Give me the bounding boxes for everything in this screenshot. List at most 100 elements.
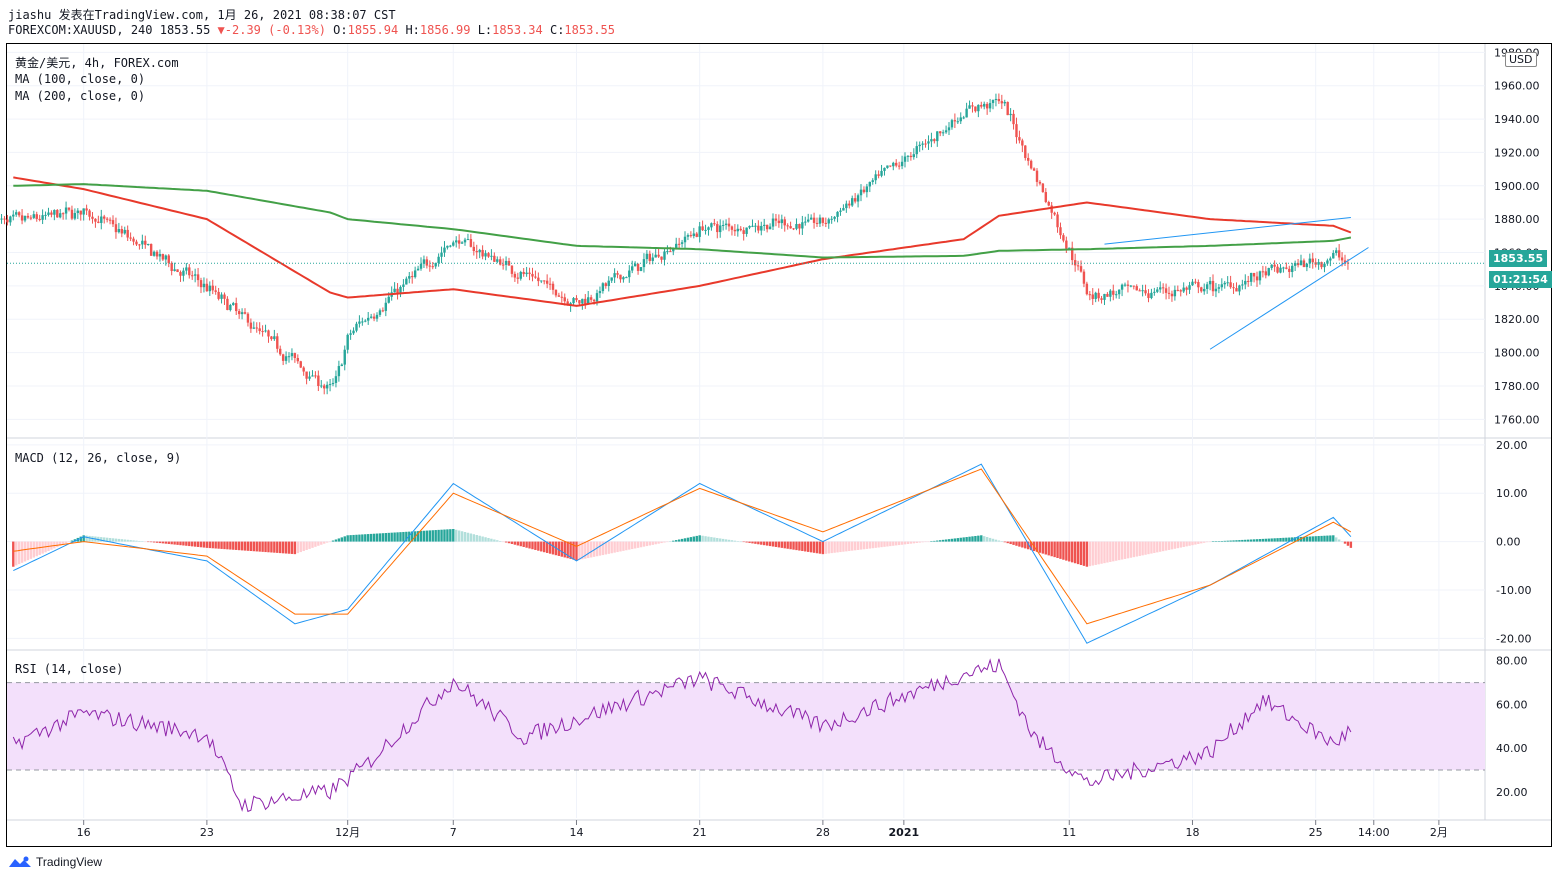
macd-histogram-bar — [443, 529, 446, 542]
macd-histogram-bar — [815, 541, 819, 554]
candle-body — [525, 272, 528, 275]
candle-body — [927, 141, 930, 144]
candle-body — [613, 273, 616, 278]
candle-body — [1073, 260, 1077, 266]
candle-body — [490, 255, 493, 257]
macd-histogram-bar — [962, 537, 965, 542]
macd-histogram-bar — [1302, 536, 1306, 542]
macd-histogram-bar — [1208, 541, 1212, 543]
macd-histogram-bar — [560, 541, 564, 557]
candle-body — [120, 229, 124, 234]
macd-histogram-bar — [1264, 538, 1268, 542]
chart-frame — [6, 43, 1552, 847]
candle-body — [317, 375, 320, 386]
time-tick-label: 16 — [77, 826, 91, 839]
candle-body — [698, 226, 701, 237]
candle-body — [1208, 280, 1212, 285]
price-tick-label: 1880.00 — [1494, 213, 1540, 226]
macd-histogram-bar — [416, 531, 420, 542]
macd-pane — [12, 463, 1353, 644]
macd-histogram-bar — [220, 541, 223, 549]
candle-body — [1332, 252, 1335, 259]
candle-body — [449, 245, 452, 247]
macd-histogram-bar — [839, 541, 842, 553]
ma100-legend[interactable]: MA (100, close, 0) — [15, 72, 146, 86]
high-value: 1856.99 — [419, 23, 471, 37]
macd-histogram-bar — [305, 541, 308, 550]
candle-body — [595, 293, 599, 302]
candle-body — [519, 271, 522, 279]
macd-histogram-bar — [405, 531, 408, 542]
macd-histogram-bar — [249, 541, 253, 552]
candle-body — [675, 243, 678, 248]
macd-legend[interactable]: MACD (12, 26, close, 9) — [15, 451, 182, 465]
candle-body — [1065, 240, 1068, 249]
macd-histogram-bar — [1062, 541, 1065, 560]
macd-histogram-bar — [947, 539, 951, 542]
macd-histogram-bar — [1015, 541, 1018, 546]
candle-body — [528, 272, 531, 274]
ma200-legend[interactable]: MA (200, close, 0) — [15, 89, 146, 103]
signal-line — [13, 468, 1352, 625]
macd-histogram-bar — [361, 534, 364, 542]
candle-body — [880, 170, 883, 176]
candle-body — [364, 320, 367, 322]
candle-body — [416, 268, 420, 271]
rsi-legend[interactable]: RSI (14, close) — [15, 662, 124, 676]
candle-body — [631, 266, 634, 271]
candle-body — [710, 223, 713, 228]
macd-histogram-bar — [79, 536, 82, 542]
macd-histogram-bar — [1197, 541, 1200, 544]
macd-histogram-bar — [126, 539, 129, 542]
candle-body — [1135, 286, 1138, 291]
macd-histogram-bar — [1153, 541, 1156, 553]
macd-histogram-bar — [182, 541, 185, 546]
candle-body — [760, 225, 763, 231]
main-series-legend[interactable]: 黄金/美元, 4h, FOREX.com — [15, 56, 179, 70]
macd-histogram-bar — [193, 541, 197, 547]
candle-body — [660, 256, 663, 260]
candle-body — [534, 276, 537, 278]
candle-body — [367, 317, 370, 321]
candle-body — [1229, 282, 1232, 288]
candle-body — [587, 297, 590, 305]
macd-histogram-bar — [1182, 541, 1185, 547]
tradingview-logo[interactable]: TradingView — [8, 855, 102, 869]
macd-histogram-bar — [1305, 536, 1309, 542]
time-tick-label: 14 — [569, 826, 583, 839]
macd-histogram-bar — [334, 539, 338, 542]
candle-body — [1320, 262, 1323, 268]
macd-histogram-bar — [1141, 541, 1144, 556]
candle-body — [1194, 281, 1197, 283]
macd-histogram-bar — [1009, 541, 1012, 545]
macd-histogram-bar — [933, 540, 936, 542]
candle-body — [713, 223, 716, 225]
macd-histogram-bar — [692, 536, 696, 542]
macd-histogram-bar — [733, 540, 737, 542]
macd-histogram-bar — [1167, 541, 1171, 550]
candle-body — [1293, 263, 1297, 266]
candle-body — [983, 103, 986, 107]
macd-histogram-bar — [807, 541, 810, 552]
macd-histogram-bar — [323, 541, 326, 544]
macd-histogram-bar — [328, 541, 332, 543]
candle-body — [977, 104, 980, 112]
macd-histogram-bar — [246, 541, 250, 551]
macd-histogram-bar — [32, 541, 36, 558]
macd-histogram-bar — [205, 541, 209, 548]
candle-body — [771, 218, 775, 227]
candle-body — [358, 321, 361, 324]
candle-body — [88, 210, 91, 217]
macd-histogram-bar — [792, 541, 795, 550]
macd-histogram-bar — [135, 540, 138, 542]
candle-body — [1029, 160, 1033, 169]
macd-histogram-bar — [1320, 535, 1323, 542]
candle-body — [475, 251, 478, 253]
last-price: 1853.55 — [159, 23, 211, 37]
currency-label[interactable]: USD — [1505, 52, 1537, 67]
candle-body — [1226, 282, 1229, 284]
macd-histogram-bar — [23, 541, 27, 562]
macd-histogram-bar — [358, 534, 361, 542]
candle-body — [487, 253, 490, 257]
